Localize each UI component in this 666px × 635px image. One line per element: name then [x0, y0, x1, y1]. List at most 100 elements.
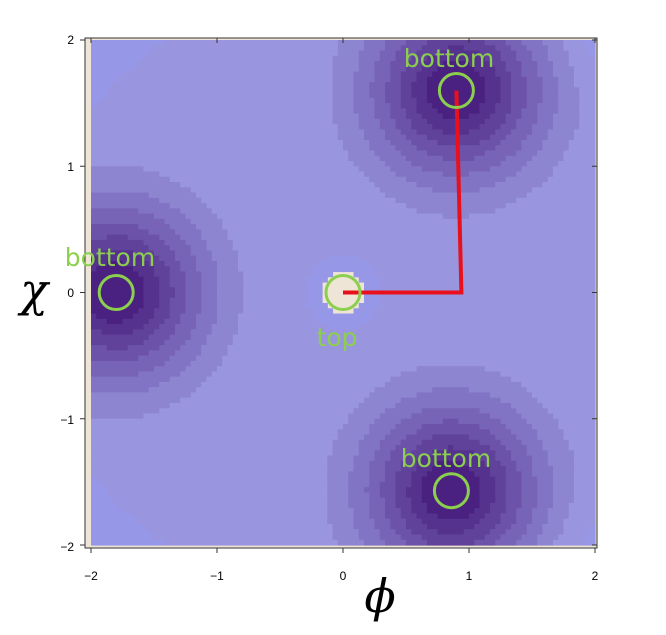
contour-cell — [579, 129, 586, 136]
contour-cell — [259, 224, 265, 230]
contour-cell — [574, 297, 580, 304]
contour-cell — [127, 145, 134, 152]
contour-cell — [427, 166, 433, 173]
contour-cell — [306, 292, 313, 299]
contour-cell — [190, 203, 197, 209]
contour-cell — [269, 245, 276, 252]
contour-cell — [453, 245, 460, 252]
contour-cell — [301, 297, 307, 304]
contour-cell — [96, 239, 103, 246]
contour-cell — [269, 71, 276, 78]
contour-cell — [553, 234, 559, 241]
contour-cell — [185, 218, 192, 225]
contour-cell — [474, 92, 481, 99]
contour-cell — [164, 103, 171, 109]
contour-cell — [395, 160, 402, 167]
contour-cell — [122, 208, 129, 215]
contour-cell — [337, 87, 344, 94]
contour-cell — [453, 40, 460, 46]
contour-cell — [474, 118, 481, 125]
contour-cell — [285, 234, 292, 241]
contour-cell — [248, 103, 255, 109]
contour-cell — [259, 208, 265, 215]
contour-cell — [337, 192, 344, 199]
contour-cell — [196, 108, 202, 115]
contour-cell — [238, 218, 244, 225]
contour-cell — [385, 224, 391, 230]
contour-cell — [516, 103, 523, 109]
contour-cell — [495, 76, 502, 83]
contour-cell — [437, 145, 444, 152]
contour-cell — [584, 166, 591, 173]
contour-cell — [243, 187, 250, 194]
contour-cell — [306, 234, 313, 241]
contour-cell — [547, 150, 554, 157]
contour-cell — [490, 308, 496, 315]
contour-cell — [411, 292, 418, 299]
contour-cell — [369, 55, 376, 62]
contour-cell — [448, 229, 454, 236]
contour-cell — [164, 45, 171, 52]
contour-cell — [259, 213, 265, 220]
contour-cell — [495, 155, 502, 162]
contour-cell — [500, 292, 507, 299]
contour-cell — [474, 129, 481, 136]
contour-cell — [232, 87, 239, 94]
contour-cell — [526, 108, 533, 115]
contour-cell — [159, 245, 166, 252]
contour-cell — [253, 82, 260, 88]
contour-cell — [511, 187, 517, 194]
contour-cell — [253, 166, 260, 173]
contour-cell — [290, 124, 297, 131]
contour-cell — [500, 276, 507, 283]
contour-cell — [196, 213, 202, 220]
contour-cell — [390, 129, 397, 136]
contour-cell — [185, 239, 192, 246]
contour-cell — [148, 61, 155, 67]
contour-cell — [400, 171, 407, 178]
contour-cell — [185, 50, 192, 57]
contour-cell — [327, 145, 334, 152]
contour-cell — [448, 40, 454, 46]
contour-cell — [511, 87, 517, 94]
contour-cell — [316, 145, 323, 152]
contour-cell — [358, 245, 365, 252]
contour-cell — [484, 287, 491, 294]
contour-cell — [343, 255, 349, 262]
contour-cell — [332, 139, 339, 146]
contour-cell — [553, 250, 559, 257]
contour-cell — [479, 260, 486, 267]
contour-cell — [164, 281, 171, 288]
contour-cell — [295, 160, 302, 167]
contour-cell — [143, 203, 150, 209]
contour-cell — [343, 113, 349, 120]
contour-cell — [505, 192, 512, 199]
contour-cell — [106, 234, 113, 241]
contour-cell — [180, 55, 187, 62]
contour-cell — [589, 129, 596, 136]
contour-cell — [180, 171, 187, 178]
contour-cell — [374, 145, 381, 152]
contour-cell — [521, 40, 528, 46]
contour-cell — [437, 129, 444, 136]
contour-cell — [421, 182, 428, 188]
contour-cell — [416, 40, 423, 46]
contour-cell — [112, 281, 118, 288]
contour-cell — [112, 208, 118, 215]
contour-cell — [495, 134, 502, 141]
contour-cell — [306, 281, 313, 288]
contour-cell — [133, 187, 139, 194]
contour-cell — [222, 61, 229, 67]
contour-cell — [253, 134, 260, 141]
contour-cell — [180, 71, 187, 78]
contour-cell — [547, 218, 554, 225]
contour-cell — [511, 234, 517, 241]
contour-cell — [154, 313, 160, 320]
contour-cell — [526, 224, 533, 230]
contour-cell — [211, 303, 218, 309]
contour-cell — [148, 66, 155, 73]
contour-cell — [406, 45, 412, 52]
contour-cell — [169, 176, 176, 183]
contour-cell — [437, 250, 444, 257]
contour-cell — [390, 40, 397, 46]
